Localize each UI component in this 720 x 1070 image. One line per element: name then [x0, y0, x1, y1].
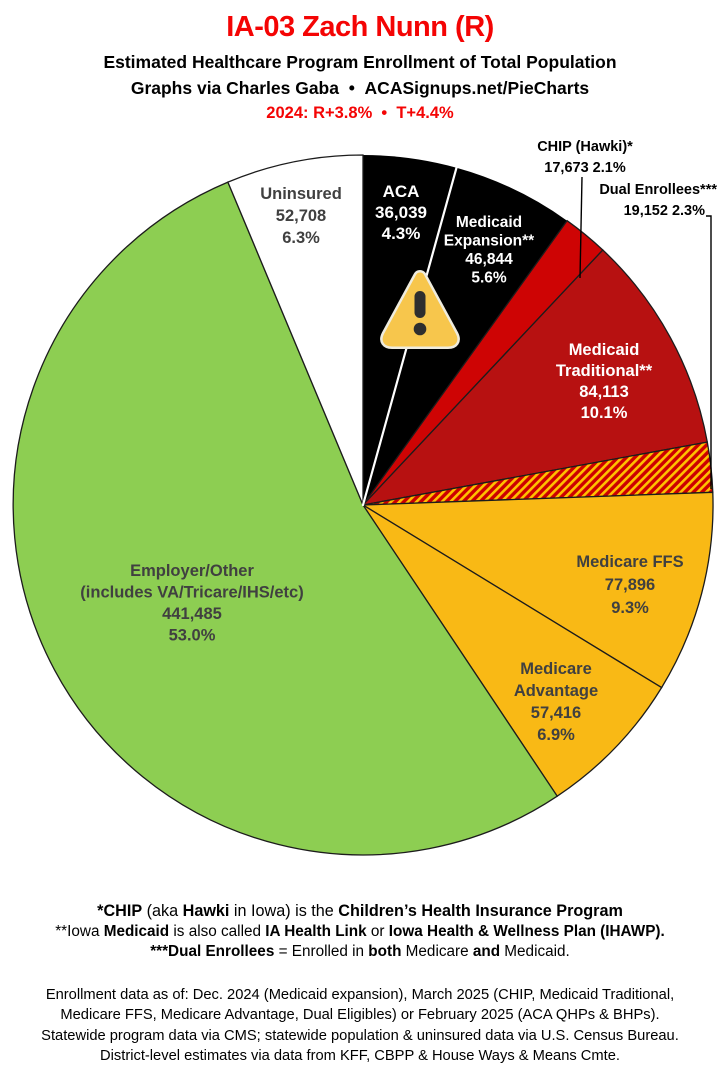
source-note: Enrollment data as of: Dec. 2024 (Medica…: [0, 985, 720, 1066]
slice-label-medicare-ffs: Medicare FFS: [576, 553, 683, 571]
callout-leader-dual-enrollees: [706, 215, 712, 489]
slice-label-employer-other: 53.0%: [169, 627, 216, 645]
subtitle-enrollment: Estimated Healthcare Program Enrollment …: [103, 52, 617, 72]
slice-label-employer-other: (includes VA/Tricare/IHS/etc): [80, 584, 303, 602]
warning-exclamation-bar: [414, 291, 426, 318]
slice-label-medicare-advantage: 6.9%: [537, 726, 575, 744]
slice-label-medicaid-expansion: 5.6%: [471, 270, 507, 287]
subtitle-partisan-lean: 2024: R+3.8% • T+4.4%: [266, 104, 454, 122]
slice-label-medicaid-traditional: 10.1%: [581, 404, 628, 422]
slice-label-medicare-advantage: Medicare: [520, 660, 592, 678]
pie-slice-medicare-ffs: [360, 491, 714, 689]
slice-label-medicaid-traditional: Medicaid: [569, 341, 640, 359]
callout-label-dual-enrollees: 19,152 2.3%: [624, 203, 706, 219]
source-line: Enrollment data as of: Dec. 2024 (Medica…: [45, 987, 675, 1003]
slice-label-uninsured: 52,708: [276, 207, 326, 225]
slice-label-aca: ACA: [383, 182, 420, 201]
slice-label-medicaid-expansion: 46,844: [465, 251, 513, 268]
callout-label-chip: 17,673 2.1%: [544, 160, 626, 176]
slice-label-medicaid-expansion: Medicaid: [456, 214, 522, 231]
pie-slice-medicaid-expansion: [363, 167, 568, 505]
footnote-dual-enrollees: ***Dual Enrollees = Enrolled in both Med…: [150, 943, 570, 960]
footnote-medicaid: **Iowa Medicaid is also called IA Health…: [55, 922, 665, 940]
page-title: IA-03 Zach Nunn (R): [226, 11, 494, 43]
source-line: District-level estimates via data from K…: [100, 1047, 620, 1064]
pie-slice-medicare-advantage: [362, 504, 663, 798]
callout-label-dual-enrollees: Dual Enrollees***: [599, 182, 717, 198]
slice-label-uninsured: Uninsured: [260, 185, 342, 203]
slice-label-aca: 36,039: [375, 203, 427, 222]
source-line: Medicare FFS, Medicare Advantage, Dual E…: [60, 1007, 660, 1024]
header: IA-03 Zach Nunn (R) Estimated Healthcare…: [0, 0, 720, 125]
subtitle-attribution: Graphs via Charles Gaba • ACASignups.net…: [130, 78, 590, 98]
slice-label-medicaid-traditional: 84,113: [579, 383, 629, 401]
footnote-chip: *CHIP (aka Hawki in Iowa) is the Childre…: [97, 902, 623, 920]
warning-exclamation-dot: [413, 322, 427, 336]
callout-leader-chip: [579, 176, 583, 279]
pie-slice-medicaid-traditional: [361, 249, 709, 506]
pie-slice-uninsured: [227, 154, 364, 506]
slice-label-medicare-advantage: 57,416: [531, 704, 581, 722]
callout-label-chip: CHIP (Hawki)*: [537, 139, 633, 155]
slice-label-medicaid-traditional: Traditional**: [556, 362, 653, 380]
slice-label-employer-other: Employer/Other: [130, 562, 254, 580]
slice-label-medicare-ffs: 9.3%: [611, 599, 649, 617]
warning-icon: [380, 270, 460, 349]
source-line: Statewide program data via CMS; statewid…: [41, 1027, 679, 1044]
footnotes: *CHIP (aka Hawki in Iowa) is the Childre…: [0, 901, 720, 963]
slice-label-medicare-advantage: Advantage: [514, 682, 598, 700]
callout-leader-lines: [579, 176, 712, 489]
slice-labels: ACA 36,039 4.3% Medicaid Expansion**46,844 5.…: [80, 139, 717, 744]
slice-label-employer-other: 441,485: [162, 605, 222, 623]
slice-label-medicare-ffs: 77,896: [605, 576, 655, 594]
slice-label-aca: 4.3%: [382, 224, 421, 243]
pie-slices: [12, 154, 714, 856]
pie-slice-employer-other: [12, 181, 559, 856]
slice-label-medicaid-expansion: Expansion**: [444, 233, 535, 250]
slice-label-uninsured: 6.3%: [282, 229, 320, 247]
